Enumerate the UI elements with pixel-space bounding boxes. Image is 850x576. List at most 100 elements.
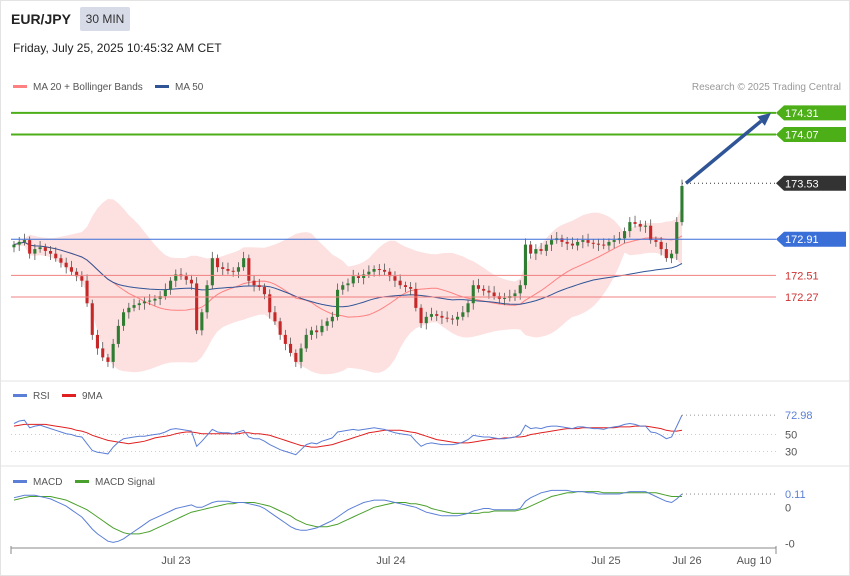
candle — [299, 343, 303, 369]
candle — [383, 263, 387, 276]
candle — [393, 271, 397, 288]
candle — [325, 317, 329, 331]
candle — [466, 299, 470, 318]
candle-body — [205, 285, 209, 313]
candle — [623, 227, 627, 244]
candle — [581, 235, 585, 249]
candle-body — [189, 279, 193, 284]
candle-body — [503, 297, 507, 299]
candle-body — [122, 312, 126, 326]
candle — [59, 254, 63, 268]
candle-body — [273, 312, 277, 322]
level-label: 172.51 — [785, 270, 819, 282]
candle-body — [539, 249, 543, 251]
candle-body — [487, 290, 491, 293]
candle — [330, 311, 334, 328]
candle-body — [419, 307, 423, 324]
candle — [435, 310, 439, 321]
candle-body — [414, 288, 418, 308]
candle-body — [377, 269, 381, 270]
candle — [142, 296, 146, 310]
candle-body — [612, 240, 616, 242]
candle — [289, 337, 293, 357]
candle-body — [184, 276, 188, 280]
candle — [320, 319, 324, 336]
candle-body — [236, 267, 240, 272]
level-label: 172.91 — [785, 234, 819, 246]
candle — [367, 265, 371, 279]
candle-body — [550, 240, 554, 245]
candle-body — [654, 240, 658, 242]
candle-body — [346, 283, 350, 286]
candle-body — [336, 289, 340, 317]
candle — [482, 285, 486, 296]
candle — [523, 238, 527, 289]
candle — [43, 243, 47, 256]
candle — [529, 241, 533, 259]
level-label: 172.27 — [785, 292, 819, 304]
candle-body — [570, 243, 574, 246]
candle-body — [471, 285, 475, 304]
candle — [106, 353, 110, 367]
candle — [49, 245, 53, 260]
chart-header: EUR/JPY 30 MIN — [0, 0, 850, 40]
candle — [336, 283, 340, 321]
candle-body — [22, 240, 26, 242]
legend-swatch-macd-signal — [75, 480, 89, 483]
candle — [628, 217, 632, 238]
candle-body — [64, 262, 68, 268]
candle-body — [257, 285, 261, 287]
candle-body — [289, 343, 293, 353]
candle — [680, 179, 684, 226]
candle-body — [435, 314, 439, 316]
candle-body — [80, 276, 84, 281]
candle-body — [367, 271, 371, 275]
candle-body — [226, 269, 230, 271]
candle — [356, 272, 360, 283]
candle — [372, 265, 376, 277]
timeframe-button[interactable]: 30 MIN — [80, 7, 130, 31]
candle-body — [294, 352, 298, 362]
legend-swatch-macd — [13, 480, 27, 483]
macd-main-line — [13, 489, 683, 543]
candle — [429, 307, 433, 321]
candle — [75, 268, 79, 282]
legend-swatch-rsi — [13, 394, 27, 397]
x-tick-label: Jul 24 — [376, 555, 405, 567]
candle-body — [304, 334, 308, 349]
candle — [513, 289, 517, 302]
x-tick-label: Jul 23 — [161, 555, 190, 567]
legend-label-bollinger: MA 20 + Bollinger Bands — [33, 82, 143, 93]
candle-body — [28, 240, 32, 254]
candle — [210, 251, 214, 289]
candle-body — [283, 334, 287, 344]
candle — [440, 310, 444, 325]
candle-body — [142, 301, 146, 304]
candle — [200, 308, 204, 336]
candle — [560, 234, 564, 247]
legend-swatch-rsi-ma — [62, 394, 76, 397]
candle — [38, 241, 42, 253]
ma50-line — [13, 241, 683, 308]
candle-body — [278, 321, 282, 335]
candle — [471, 280, 475, 310]
candle — [456, 311, 460, 326]
candle-body — [591, 242, 595, 244]
macd-tick-label: 0 — [785, 502, 791, 514]
legend-label-ma50: MA 50 — [175, 82, 204, 93]
level-tag-resistance — [776, 127, 846, 143]
candle-body — [90, 303, 94, 335]
candle-body — [43, 247, 47, 251]
candle-body — [38, 247, 42, 250]
candle-body — [633, 222, 637, 224]
candle — [242, 251, 246, 271]
legend-label-rsi-ma: 9MA — [82, 391, 103, 402]
ma20-line — [13, 235, 683, 318]
candle — [95, 329, 99, 355]
candle-body — [75, 271, 79, 277]
candle — [278, 317, 282, 340]
macd-tick-label: -0 — [785, 539, 795, 551]
candle — [12, 241, 16, 253]
x-tick-label: Aug 10 — [737, 555, 772, 567]
